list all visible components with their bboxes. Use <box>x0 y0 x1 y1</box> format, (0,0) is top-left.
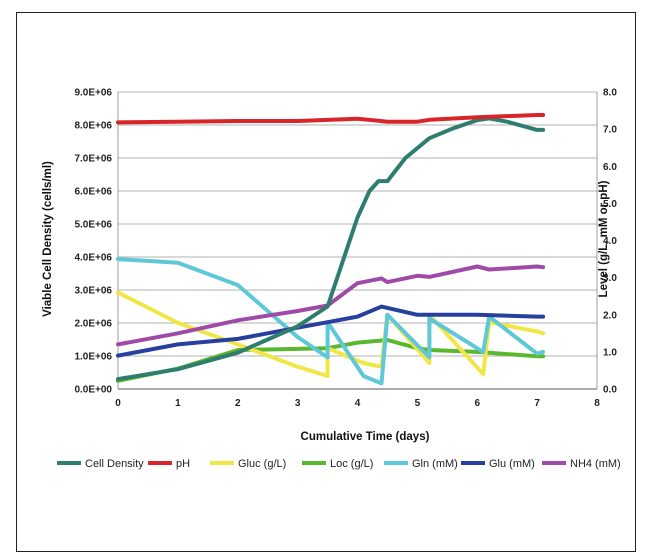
left-y-tick-label: 5.0E+06 <box>74 220 112 231</box>
left-y-tick-label: 6.0E+06 <box>74 187 112 198</box>
series-line-cell-density <box>116 116 546 382</box>
left-y-tick-label: 4.0E+06 <box>74 253 112 264</box>
right-y-tick-labels: 0.0 1.0 2.0 3.0 4.0 5.0 6.0 7.0 8.0 <box>603 88 617 396</box>
left-y-tick-label: 9.0E+06 <box>74 88 112 99</box>
left-y-tick-label: 8.0E+06 <box>74 121 112 132</box>
legend: Cell Density pH Gluc (g/L) Loc (g/L) Gln (mM… <box>57 458 621 470</box>
legend-label-glu-mm: Glu (mM) <box>489 458 535 470</box>
x-tick-label: 2 <box>235 398 241 409</box>
right-y-tick-label: 1.0 <box>603 347 617 358</box>
legend-label-cell-density: Cell Density <box>85 458 144 470</box>
right-y-tick-label: 5.0 <box>603 199 617 210</box>
x-axis-title: Cumulative Time (days) <box>301 431 430 443</box>
x-tick-label: 4 <box>355 398 361 409</box>
x-tick-label: 7 <box>534 398 540 409</box>
legend-label-ph: pH <box>176 458 190 470</box>
x-tick-label: 8 <box>594 398 600 409</box>
series-line-glu-mm <box>116 304 546 358</box>
right-y-tick-label: 8.0 <box>603 88 617 99</box>
series-line-nh4-mm <box>116 264 546 347</box>
left-y-tick-label: 3.0E+06 <box>74 286 112 297</box>
legend-label-loc-g-l: Loc (g/L) <box>330 458 373 470</box>
x-tick-label: 5 <box>415 398 421 409</box>
legend-label-nh4-mm: NH4 (mM) <box>570 458 621 470</box>
left-y-tick-label: 1.0E+06 <box>74 352 112 363</box>
x-tick-label: 0 <box>115 398 121 409</box>
left-y-tick-label: 2.0E+06 <box>74 319 112 330</box>
axes <box>117 92 598 390</box>
x-tick-labels: 0 1 2 3 4 5 6 7 8 <box>115 398 600 409</box>
right-y-tick-label: 2.0 <box>603 310 617 321</box>
chart-frame: 0 1 2 3 4 5 6 7 8 0.0E+00 1.0E+06 2.0E+06 3.0E+06 4.… <box>16 12 636 552</box>
series-line-gln-mm <box>116 257 546 386</box>
right-y-axis-title: Level (g/L, mM or pH) <box>598 180 610 297</box>
left-y-tick-label: 7.0E+06 <box>74 154 112 165</box>
x-tick-label: 3 <box>295 398 301 409</box>
left-y-tick-label: 0.0E+00 <box>74 385 112 396</box>
left-y-tick-labels: 0.0E+00 1.0E+06 2.0E+06 3.0E+06 4.0E+06 5.0E+… <box>74 88 112 396</box>
legend-label-gln-mm: Gln (mM) <box>412 458 458 470</box>
right-y-tick-label: 0.0 <box>603 385 617 396</box>
right-y-tick-label: 4.0 <box>603 236 617 247</box>
right-y-tick-label: 7.0 <box>603 125 617 136</box>
chart-svg: 0 1 2 3 4 5 6 7 8 0.0E+00 1.0E+06 2.0E+06 3.0E+06 4.… <box>42 88 621 471</box>
series-line-ph <box>116 113 546 125</box>
right-y-tick-label: 6.0 <box>603 162 617 173</box>
legend-label-gluc-g-l: Gluc (g/L) <box>238 458 286 470</box>
series-line-loc-g-l <box>116 338 546 383</box>
series-lines <box>116 113 546 386</box>
x-tick-label: 6 <box>474 398 480 409</box>
x-tick-label: 1 <box>175 398 181 409</box>
left-y-axis-title: Viable Cell Density (cells/ml) <box>42 161 54 317</box>
right-y-tick-label: 3.0 <box>603 273 617 284</box>
gridlines <box>118 91 597 357</box>
